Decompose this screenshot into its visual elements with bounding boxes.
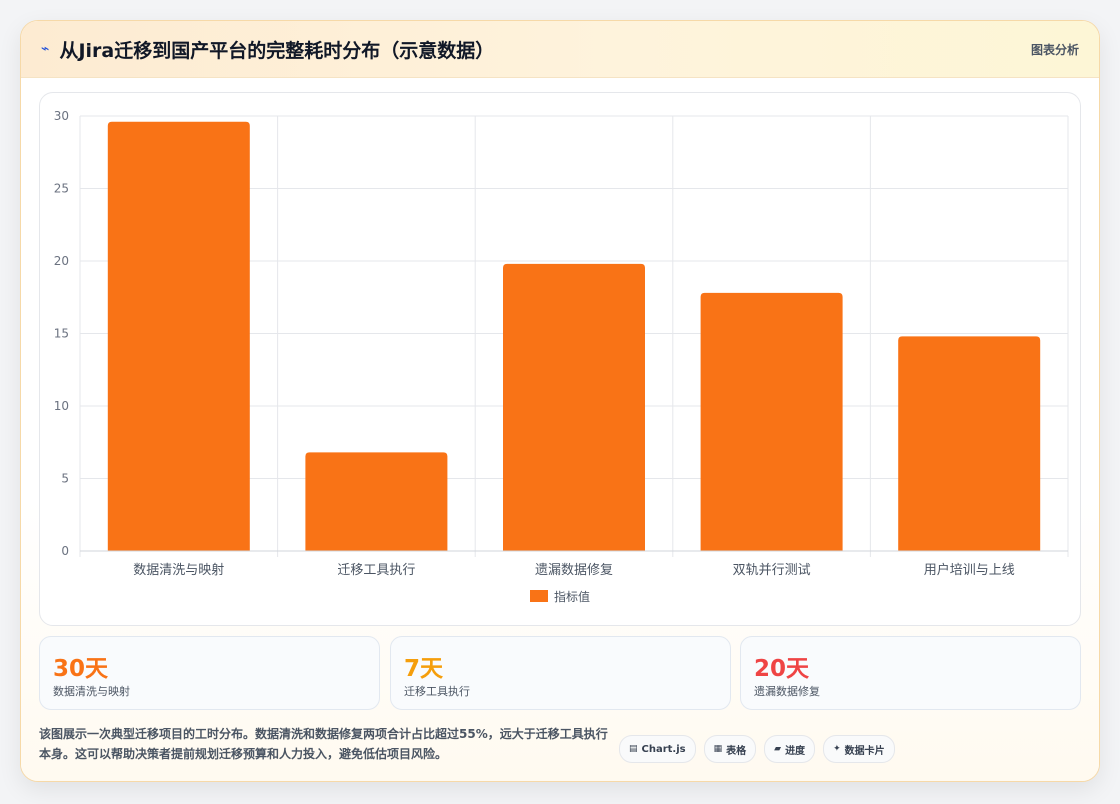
y-tick-label: 20	[54, 254, 69, 268]
bar	[503, 263, 645, 551]
stat-label: 数据清洗与映射	[53, 685, 130, 698]
chip-label: 数据卡片	[844, 745, 885, 757]
stat-label: 遗漏数据修复	[754, 685, 820, 698]
stat-value: 20天	[754, 656, 810, 682]
stat-card-repair: 20天 遗漏数据修复	[740, 636, 1081, 710]
x-tick-label: 用户培训与上线	[924, 562, 1015, 578]
y-tick-label: 15	[54, 327, 69, 341]
card-header: ⌁ 从Jira迁移到国产平台的完整耗时分布（示意数据） 图表分析	[21, 21, 1099, 78]
table-icon: ▦	[713, 744, 723, 754]
y-tick-label: 30	[54, 109, 69, 123]
chart-analysis-link[interactable]: 图表分析	[1030, 42, 1079, 57]
y-tick-label: 25	[54, 182, 69, 196]
sparkle-icon: ✦	[833, 744, 841, 754]
bar-chart: 0 5 10 15 20 25 30 数据清洗与映射 迁移工具执行 遗漏数据修复 双轨并行测试 用户培…	[54, 109, 1069, 604]
chip-data-card[interactable]: ✦ 数据卡片	[823, 735, 895, 763]
bar	[107, 121, 250, 552]
card-body: 0 5 10 15 20 25 30 数据清洗与映射 迁移工具执行 遗漏数据修复 双轨并行测试 用户培…	[21, 78, 1099, 781]
x-tick-label: 遗漏数据修复	[535, 562, 613, 578]
chip-chartjs[interactable]: ▤ Chart.js	[619, 735, 696, 763]
stat-card-cleaning: 30天 数据清洗与映射	[39, 636, 380, 710]
stat-card-tool: 7天 迁移工具执行	[390, 636, 731, 710]
y-tick-label: 5	[61, 472, 69, 486]
y-tick-label: 0	[61, 544, 69, 558]
chip-label: 进度	[785, 745, 806, 757]
x-tick-label: 迁移工具执行	[337, 563, 415, 578]
x-tick-label: 双轨并行测试	[733, 563, 811, 578]
chart-panel: 0 5 10 15 20 25 30 数据清洗与映射 迁移工具执行 遗漏数据修复 双轨并行测试 用户培…	[39, 92, 1081, 626]
chip-progress[interactable]: ▰ 进度	[764, 735, 816, 763]
legend-swatch	[530, 590, 548, 602]
bar	[700, 292, 843, 551]
bar	[898, 336, 1041, 551]
page-title: 从Jira迁移到国产平台的完整耗时分布（示意数据）	[59, 39, 495, 62]
chart-icon: ▤	[629, 744, 638, 754]
chip-list: ▤ Chart.js ▦ 表格 ▰ 进度 ✦ 数据卡片	[619, 735, 895, 763]
x-tick-label: 数据清洗与映射	[133, 562, 224, 578]
bar	[305, 452, 448, 551]
title-wrap: ⌁ 从Jira迁移到国产平台的完整耗时分布（示意数据）	[41, 36, 494, 63]
chip-label: 表格	[726, 745, 747, 757]
chart-card: ⌁ 从Jira迁移到国产平台的完整耗时分布（示意数据） 图表分析 0 5 10 15 2…	[20, 20, 1100, 782]
legend-label: 指标值	[554, 589, 590, 604]
stat-label: 迁移工具执行	[404, 685, 470, 698]
progress-icon: ▰	[774, 744, 782, 754]
stat-value: 30天	[53, 656, 109, 682]
stat-cards: 30天 数据清洗与映射 7天 迁移工具执行 20天 遗漏数据修复	[39, 636, 1081, 710]
chart-description: 该图展示一次典型迁移项目的工时分布。数据清洗和数据修复两项合计占比超过55%，远…	[39, 727, 608, 761]
lightning-icon: ⌁	[41, 41, 50, 57]
chip-table[interactable]: ▦ 表格	[703, 735, 757, 763]
chip-label: Chart.js	[641, 743, 686, 755]
stat-value: 7天	[404, 656, 444, 682]
y-tick-label: 10	[54, 399, 69, 413]
